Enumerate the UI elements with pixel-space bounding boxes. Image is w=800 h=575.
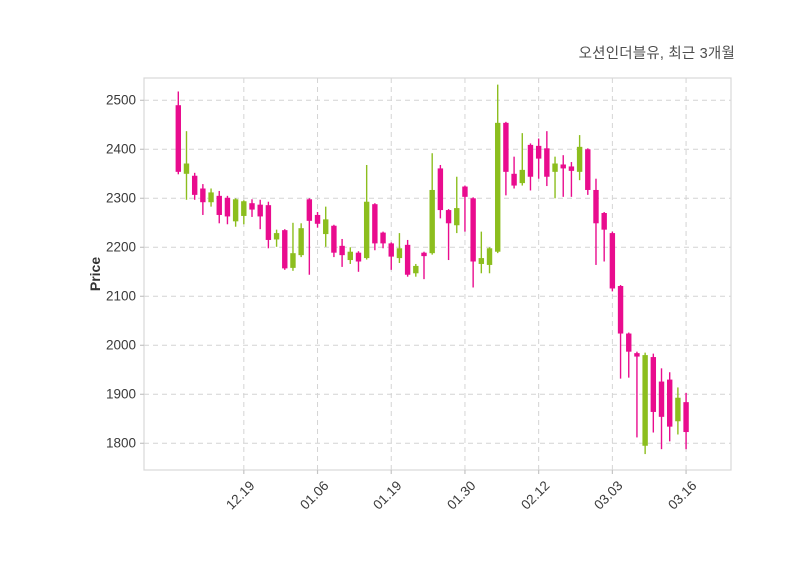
candle-body (470, 198, 476, 262)
candle-body (306, 199, 313, 221)
candle-body (634, 353, 640, 357)
candle-body (535, 145, 542, 159)
candle-body (404, 244, 411, 275)
candle-body (241, 201, 247, 216)
y-tick-label: 1800 (105, 435, 136, 451)
candle-body (675, 397, 681, 422)
candle-body (568, 166, 575, 171)
candle-body (331, 225, 337, 253)
y-tick-label: 2200 (105, 239, 136, 255)
candle-body (421, 252, 427, 257)
candle-body (527, 144, 534, 177)
plot-frame (143, 77, 732, 471)
candle-body (585, 149, 591, 190)
candle-body (454, 208, 460, 226)
candle-body (511, 173, 517, 186)
candle-body (642, 355, 648, 446)
candle-body (593, 189, 599, 224)
candle-body (495, 122, 501, 252)
candle-body (380, 232, 386, 244)
candle-body (486, 248, 493, 265)
candle-body (323, 219, 329, 235)
candle-body (552, 163, 558, 172)
candle-body (355, 252, 362, 262)
candle-body (200, 188, 206, 203)
candle-body (372, 204, 378, 244)
candle-body (576, 146, 583, 172)
candle-body (232, 199, 239, 222)
candle-body (429, 189, 435, 254)
candle-body (191, 175, 198, 195)
candle-body (175, 105, 181, 172)
y-tick-label: 2000 (105, 337, 136, 353)
candle-body (601, 213, 607, 230)
candle-body (437, 168, 444, 211)
candle-body (462, 186, 468, 197)
candle-body (519, 169, 525, 184)
candle-body (339, 245, 345, 256)
candle-body (273, 233, 280, 240)
candle-body (265, 205, 272, 240)
candle-body (650, 357, 657, 412)
candle-body (683, 402, 689, 433)
y-tick-label: 1900 (105, 386, 136, 402)
candle-body (478, 258, 485, 264)
candle-body (183, 163, 190, 174)
candle-body (396, 248, 403, 259)
candle-body (249, 203, 255, 210)
y-tick-label: 2500 (105, 92, 136, 108)
candle-body (257, 204, 263, 217)
candle-body (503, 122, 509, 172)
candle-body (347, 251, 353, 261)
candle-body (667, 379, 673, 427)
y-tick-label: 2300 (105, 190, 136, 206)
y-tick-label: 2400 (105, 141, 136, 157)
candle-body (290, 253, 296, 268)
candle-body (388, 243, 394, 257)
candle-body (224, 197, 231, 217)
candle-body (216, 195, 222, 215)
candle-body (298, 228, 304, 256)
candle-body (617, 286, 624, 334)
candle-body (314, 214, 321, 224)
candle-body (544, 148, 550, 177)
candle-body (413, 265, 419, 274)
candle-body (282, 230, 288, 269)
candle-body (560, 164, 566, 169)
candle-body (445, 210, 452, 224)
candle-body (626, 333, 632, 352)
candle-body (363, 201, 370, 259)
candle-body (609, 233, 616, 289)
candle-body (658, 381, 665, 417)
chart-title: 오션인더블유, 최근 3개월 (578, 46, 735, 62)
y-tick-label: 2100 (105, 288, 136, 304)
candle-body (208, 192, 214, 203)
